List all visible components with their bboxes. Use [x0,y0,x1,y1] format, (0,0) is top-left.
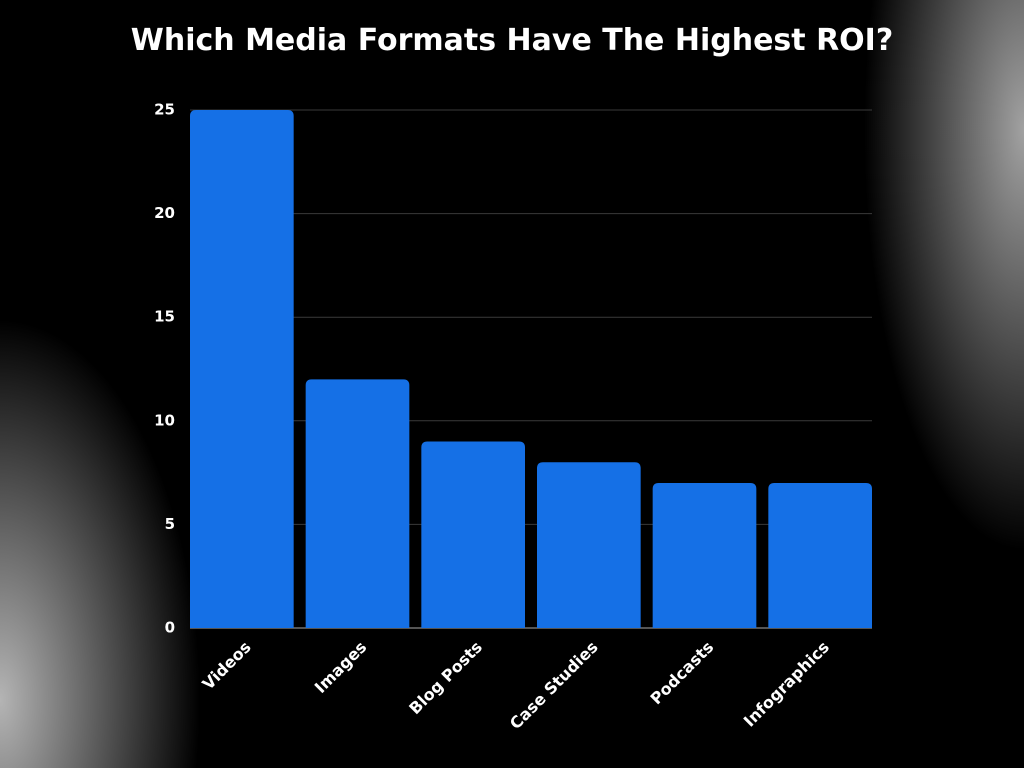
y-tick-label: 25 [154,101,175,119]
y-tick-label: 20 [154,204,175,222]
x-tick-label: Blog Posts [405,637,486,718]
bar [652,482,757,628]
bar [421,441,525,628]
chart-title: Which Media Formats Have The Highest ROI… [131,23,893,58]
x-tick-label: Infographics [740,637,833,730]
x-tick-label: Videos [199,637,255,693]
bar [190,110,294,628]
y-tick-label: 10 [154,411,175,429]
y-tick-label: 5 [165,515,175,533]
x-tick-label: Images [311,637,371,697]
y-tick-label: 15 [154,308,175,326]
x-tick-label: Podcasts [647,637,718,708]
x-tick-label: Case Studies [506,637,602,733]
bar [305,379,410,628]
bar [537,462,641,628]
bar [768,482,872,628]
y-tick-label: 0 [165,619,175,637]
